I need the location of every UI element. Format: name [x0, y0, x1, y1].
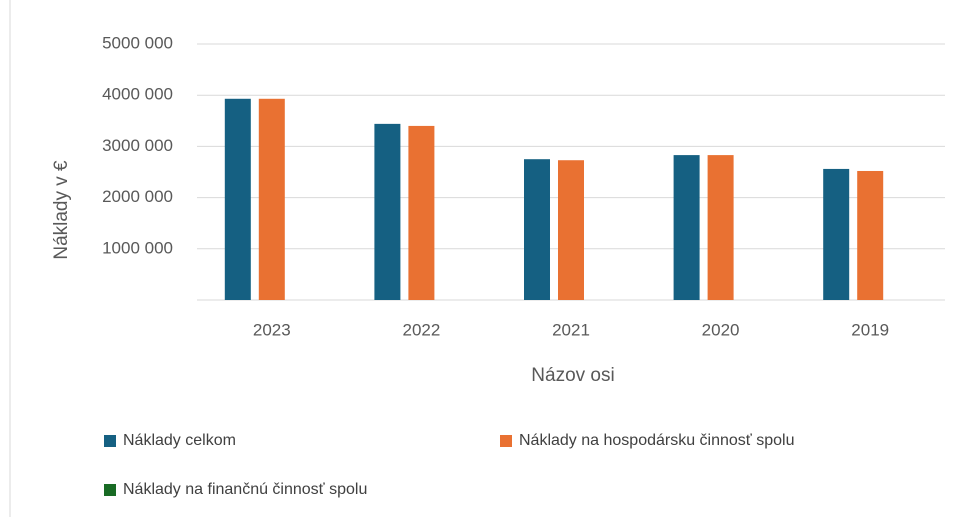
legend-label: Náklady celkom: [123, 432, 236, 449]
legend-swatch: [104, 435, 116, 447]
y-tick-label: 4000 000: [102, 85, 173, 104]
x-tick-label: 2021: [552, 320, 590, 339]
bar: [374, 123, 401, 300]
legend-label: Náklady na hospodársku činnosť spolu: [519, 432, 795, 449]
bar: [224, 98, 251, 300]
bar: [258, 98, 285, 300]
y-axis-title: Náklady v €: [51, 160, 72, 260]
bar: [673, 155, 700, 300]
legend-swatch: [500, 435, 512, 447]
y-tick-label: 3000 000: [102, 136, 173, 155]
bar: [408, 125, 435, 300]
x-tick-label: 2022: [402, 320, 440, 339]
bar: [823, 168, 850, 300]
y-tick-label: 1000 000: [102, 238, 173, 257]
bar: [857, 170, 884, 300]
x-tick-label: 2020: [702, 320, 740, 339]
y-tick-label: 5000 000: [102, 33, 173, 52]
x-tick-label: 2019: [851, 320, 889, 339]
x-tick-label: 2023: [253, 320, 291, 339]
legend-label: Náklady na finančnú činnosť spolu: [123, 481, 367, 498]
bar: [524, 159, 550, 300]
x-axis-title: Názov osi: [531, 365, 614, 386]
bar: [558, 160, 584, 300]
y-tick-label: 2000 000: [102, 187, 173, 206]
bar: [707, 155, 734, 300]
legend-swatch: [104, 484, 116, 496]
